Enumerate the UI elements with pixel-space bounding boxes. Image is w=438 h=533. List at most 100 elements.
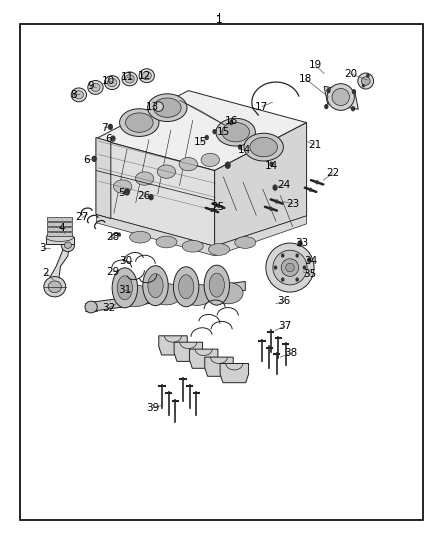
Text: 1: 1 [215, 15, 223, 25]
Polygon shape [96, 91, 307, 171]
Polygon shape [324, 86, 358, 109]
Text: 29: 29 [106, 267, 120, 277]
Circle shape [297, 240, 303, 247]
Ellipse shape [148, 274, 163, 297]
Text: 31: 31 [118, 286, 131, 295]
Text: 30: 30 [120, 256, 133, 266]
Ellipse shape [204, 265, 230, 305]
Polygon shape [88, 281, 245, 312]
Text: 6: 6 [105, 134, 112, 143]
Ellipse shape [156, 236, 177, 248]
Text: 32: 32 [102, 303, 115, 313]
Ellipse shape [125, 75, 134, 83]
Ellipse shape [209, 273, 224, 297]
Text: 14: 14 [238, 146, 251, 155]
Ellipse shape [85, 301, 97, 313]
Ellipse shape [173, 266, 199, 307]
Text: 14: 14 [265, 161, 278, 171]
Text: 12: 12 [138, 71, 151, 80]
Polygon shape [205, 357, 233, 376]
Text: 23: 23 [286, 199, 299, 208]
Circle shape [269, 161, 274, 167]
Circle shape [108, 124, 113, 130]
Ellipse shape [46, 233, 74, 241]
Polygon shape [96, 214, 307, 256]
Circle shape [324, 104, 328, 109]
Text: 28: 28 [106, 232, 120, 242]
Text: 26: 26 [137, 191, 150, 201]
Polygon shape [96, 138, 111, 219]
Text: 38: 38 [285, 348, 298, 358]
Circle shape [148, 194, 154, 200]
Circle shape [210, 208, 214, 212]
Polygon shape [50, 245, 69, 287]
Text: 35: 35 [304, 270, 317, 279]
Ellipse shape [182, 284, 212, 305]
Text: 15: 15 [217, 127, 230, 137]
Circle shape [274, 265, 277, 270]
Ellipse shape [120, 285, 151, 306]
Text: 36: 36 [277, 296, 290, 306]
Ellipse shape [135, 172, 154, 185]
Polygon shape [215, 123, 307, 246]
Text: 19: 19 [309, 60, 322, 70]
Text: 34: 34 [304, 256, 318, 266]
Circle shape [366, 74, 370, 78]
Ellipse shape [107, 78, 117, 87]
Text: 15: 15 [194, 138, 207, 147]
Ellipse shape [250, 138, 278, 157]
Ellipse shape [91, 83, 100, 92]
Circle shape [117, 232, 121, 237]
Ellipse shape [148, 94, 187, 122]
Text: 8: 8 [70, 90, 77, 100]
Ellipse shape [179, 275, 194, 298]
Polygon shape [46, 237, 74, 244]
Text: 39: 39 [146, 403, 159, 413]
Ellipse shape [244, 133, 283, 161]
Ellipse shape [125, 113, 153, 132]
Ellipse shape [201, 154, 219, 167]
Polygon shape [47, 227, 72, 231]
Ellipse shape [142, 71, 152, 80]
Text: 13: 13 [146, 102, 159, 111]
Ellipse shape [266, 243, 314, 292]
Text: 5: 5 [118, 189, 125, 198]
Circle shape [238, 144, 242, 150]
Circle shape [362, 83, 365, 87]
Text: 27: 27 [76, 213, 89, 222]
Ellipse shape [327, 84, 354, 110]
Ellipse shape [61, 239, 74, 252]
Ellipse shape [104, 76, 120, 90]
Ellipse shape [113, 180, 132, 193]
Ellipse shape [281, 259, 299, 276]
Circle shape [110, 135, 116, 142]
Circle shape [229, 120, 233, 125]
Ellipse shape [216, 118, 255, 146]
Text: 37: 37 [278, 321, 291, 331]
Polygon shape [47, 232, 72, 236]
Text: 3: 3 [39, 243, 46, 253]
Circle shape [315, 180, 319, 184]
Ellipse shape [112, 268, 138, 308]
Circle shape [281, 278, 285, 282]
Circle shape [216, 204, 220, 208]
Circle shape [281, 253, 285, 257]
Ellipse shape [154, 102, 163, 111]
Polygon shape [189, 349, 218, 368]
Ellipse shape [157, 165, 176, 178]
Text: 18: 18 [299, 74, 312, 84]
Polygon shape [96, 139, 215, 246]
Text: 10: 10 [102, 76, 115, 86]
Text: 24: 24 [277, 181, 290, 190]
Text: 17: 17 [255, 102, 268, 111]
Text: 20: 20 [344, 69, 357, 78]
Ellipse shape [179, 158, 198, 171]
Ellipse shape [222, 123, 250, 142]
Text: 9: 9 [88, 82, 95, 91]
Polygon shape [220, 364, 249, 383]
Text: 21: 21 [308, 140, 321, 150]
Ellipse shape [117, 276, 132, 300]
Circle shape [309, 188, 312, 192]
Circle shape [295, 278, 299, 282]
Ellipse shape [286, 263, 294, 272]
